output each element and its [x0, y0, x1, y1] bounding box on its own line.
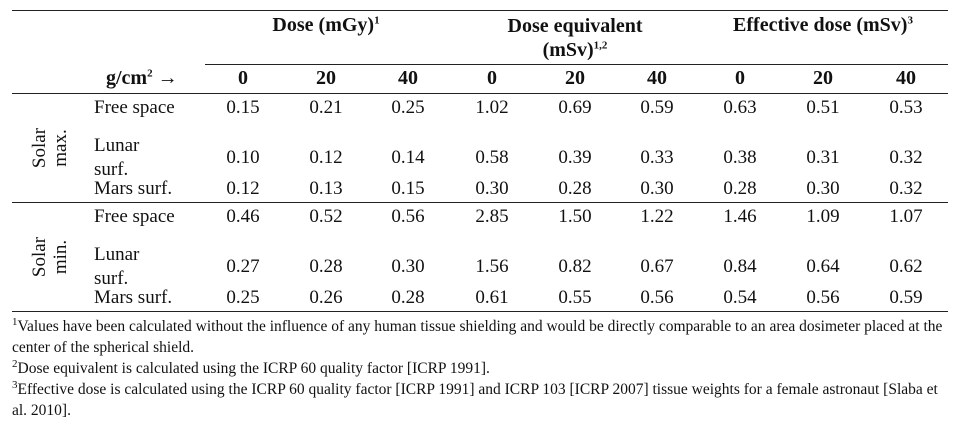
table-cell: 0.21	[309, 97, 343, 118]
table-cell: 1.07	[889, 206, 923, 227]
depth-header-cell: 40	[647, 67, 667, 89]
table-cell: 0.28	[558, 178, 592, 199]
table-cell: 0.30	[475, 178, 509, 199]
table-cell: 0.52	[309, 206, 343, 227]
group-label: Solar min.	[29, 236, 71, 278]
table-cell: 0.25	[391, 97, 425, 118]
table-cell: 0.15	[391, 178, 425, 199]
row-label: Free space	[94, 97, 175, 118]
row-label: Lunar surf.	[94, 244, 140, 289]
group-header-rule	[205, 64, 948, 65]
table-cell: 0.58	[475, 147, 509, 168]
table-cell: 0.12	[226, 178, 260, 199]
table-cell: 0.28	[723, 178, 757, 199]
table-cell: 0.32	[889, 178, 923, 199]
table-cell: 0.12	[309, 147, 343, 168]
depth-header-cell: 0	[238, 67, 248, 89]
top-rule	[12, 10, 948, 11]
table-cell: 0.32	[889, 147, 923, 168]
table-cell: 0.55	[558, 287, 592, 308]
table-cell: 0.84	[723, 256, 757, 277]
row-label: Lunar surf.	[94, 135, 140, 180]
table-cell: 0.31	[806, 147, 840, 168]
depth-header-cell: 20	[813, 67, 833, 89]
table-cell: 0.61	[475, 287, 509, 308]
dose-equivalent-header: Dose equivalent (mSv)1,2	[507, 15, 643, 61]
table-cell: 0.54	[723, 287, 757, 308]
depth-header-cell: 40	[398, 67, 418, 89]
table-cell: 0.56	[640, 287, 674, 308]
shield-depth-label: g/cm2 →	[106, 67, 178, 89]
depth-header-cell: 40	[896, 67, 916, 89]
header-bottom-rule	[12, 93, 948, 94]
table-cell: 0.38	[723, 147, 757, 168]
table-cell: 0.64	[806, 256, 840, 277]
footnotes: 1Values have been calculated without the…	[12, 316, 948, 421]
table-cell: 0.13	[309, 178, 343, 199]
table-cell: 0.67	[640, 256, 674, 277]
table-cell: 0.15	[226, 97, 260, 118]
row-label: Free space	[94, 206, 175, 227]
table-cell: 0.51	[806, 97, 840, 118]
table-cell: 0.26	[309, 287, 343, 308]
table-cell: 0.25	[226, 287, 260, 308]
effective-dose-header: Effective dose (mSv)3	[733, 14, 913, 36]
table-cell: 0.33	[640, 147, 674, 168]
table-cell: 0.30	[640, 178, 674, 199]
table-cell: 0.56	[806, 287, 840, 308]
table-cell: 0.10	[226, 147, 260, 168]
group-separator-rule	[12, 202, 948, 203]
footnote-1: 1Values have been calculated without the…	[12, 315, 943, 356]
table-cell: 1.50	[558, 206, 592, 227]
table-cell: 0.30	[806, 178, 840, 199]
row-label: Mars surf.	[94, 178, 173, 199]
table-cell: 0.56	[391, 206, 425, 227]
table-cell: 0.82	[558, 256, 592, 277]
dose-header: Dose (mGy)1	[272, 14, 380, 36]
depth-header-cell: 20	[565, 67, 585, 89]
table-cell: 0.14	[391, 147, 425, 168]
table-cell: 1.09	[806, 206, 840, 227]
table-cell: 1.02	[475, 97, 509, 118]
table-cell: 0.27	[226, 256, 260, 277]
table-cell: 1.56	[475, 256, 509, 277]
table-cell: 2.85	[475, 206, 509, 227]
table-cell: 0.53	[889, 97, 923, 118]
bottom-rule	[12, 311, 948, 312]
table-cell: 0.39	[558, 147, 592, 168]
table-cell: 0.59	[889, 287, 923, 308]
footnote-3: 3Effective dose is calculated using the …	[12, 378, 938, 419]
table-cell: 1.22	[640, 206, 674, 227]
table-cell: 0.63	[723, 97, 757, 118]
footnote-2: 2Dose equivalent is calculated using the…	[12, 357, 490, 377]
depth-header-cell: 20	[316, 67, 336, 89]
row-label: Mars surf.	[94, 287, 173, 308]
depth-header-cell: 0	[487, 67, 497, 89]
table-cell: 0.28	[309, 256, 343, 277]
group-label: Solar max.	[29, 127, 71, 169]
table-cell: 0.69	[558, 97, 592, 118]
table-cell: 0.30	[391, 256, 425, 277]
table-cell: 0.28	[391, 287, 425, 308]
depth-header-cell: 0	[735, 67, 745, 89]
table-cell: 0.62	[889, 256, 923, 277]
table-cell: 0.46	[226, 206, 260, 227]
table-cell: 1.46	[723, 206, 757, 227]
table-cell: 0.59	[640, 97, 674, 118]
